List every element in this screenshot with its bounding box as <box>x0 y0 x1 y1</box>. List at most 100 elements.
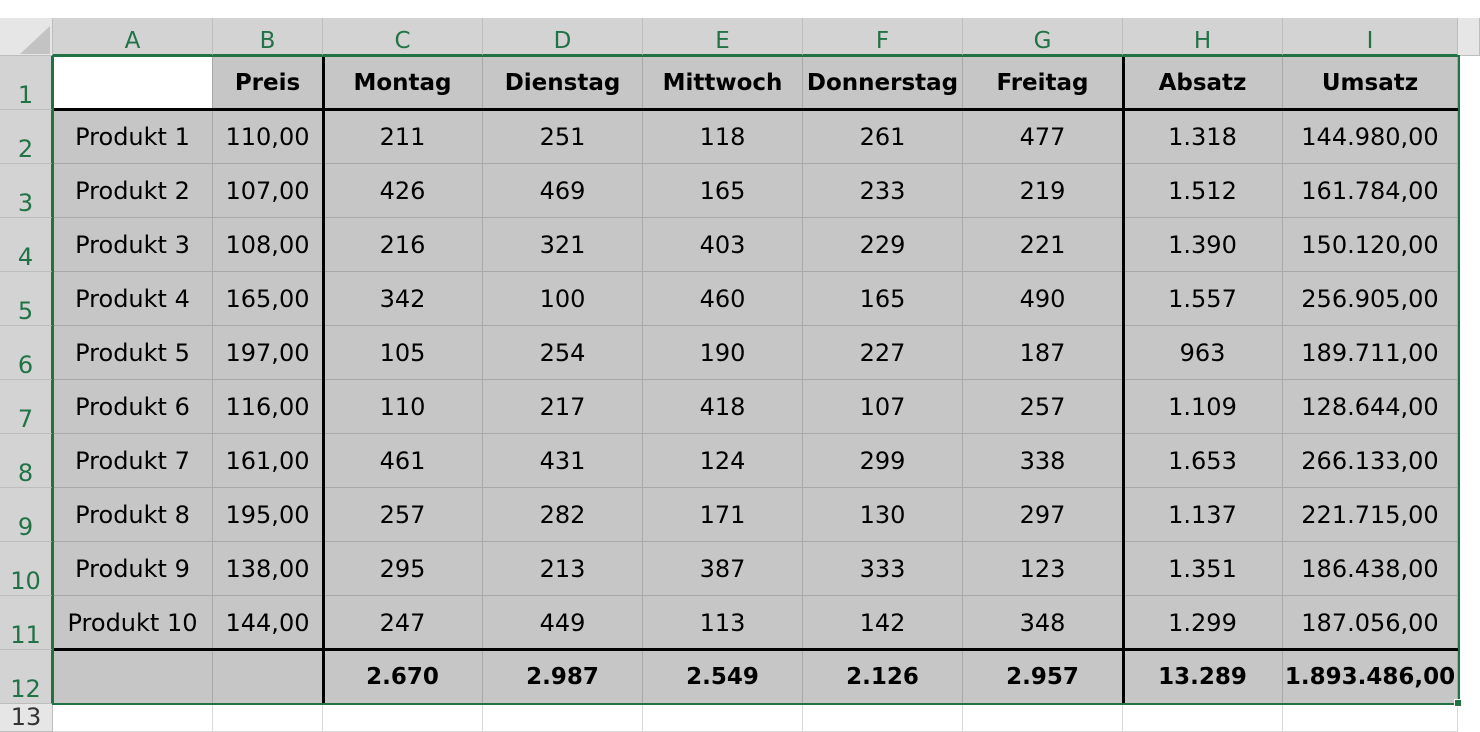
product-name-cell[interactable]: Produkt 7 <box>53 434 213 488</box>
data-cell[interactable]: 333 <box>803 542 963 596</box>
data-cell[interactable]: 165 <box>803 272 963 326</box>
data-cell[interactable]: 1.351 <box>1123 542 1283 596</box>
data-cell[interactable]: 221 <box>963 218 1123 272</box>
total-cell[interactable] <box>213 650 323 704</box>
data-cell[interactable]: 142 <box>803 596 963 650</box>
product-name-cell[interactable]: Produkt 1 <box>53 110 213 164</box>
data-cell[interactable]: 257 <box>963 380 1123 434</box>
data-cell[interactable]: 254 <box>483 326 643 380</box>
total-cell[interactable]: 2.670 <box>323 650 483 704</box>
row-header-10[interactable]: 10 <box>0 542 53 596</box>
data-cell[interactable]: 1.299 <box>1123 596 1283 650</box>
data-cell[interactable]: 257 <box>323 488 483 542</box>
data-cell[interactable]: 295 <box>323 542 483 596</box>
data-cell[interactable]: 144,00 <box>213 596 323 650</box>
data-cell[interactable]: 342 <box>323 272 483 326</box>
product-name-cell[interactable]: Produkt 3 <box>53 218 213 272</box>
row-header-11[interactable]: 11 <box>0 596 53 650</box>
header-cell[interactable]: Mittwoch <box>643 56 803 110</box>
header-cell[interactable]: Umsatz <box>1283 56 1458 110</box>
total-cell[interactable]: 2.549 <box>643 650 803 704</box>
empty-cell[interactable] <box>483 704 643 732</box>
data-cell[interactable]: 418 <box>643 380 803 434</box>
row-header-13[interactable]: 13 <box>0 703 53 732</box>
column-header-h[interactable]: H <box>1123 18 1283 56</box>
header-cell[interactable]: Freitag <box>963 56 1123 110</box>
column-header-f[interactable]: F <box>803 18 963 56</box>
data-cell[interactable]: 118 <box>643 110 803 164</box>
column-header-g[interactable]: G <box>963 18 1123 56</box>
data-cell[interactable]: 426 <box>323 164 483 218</box>
data-cell[interactable]: 247 <box>323 596 483 650</box>
header-cell[interactable]: Preis <box>213 56 323 110</box>
data-cell[interactable]: 110 <box>323 380 483 434</box>
data-cell[interactable]: 1.653 <box>1123 434 1283 488</box>
empty-cell[interactable] <box>213 704 323 732</box>
data-cell[interactable]: 211 <box>323 110 483 164</box>
data-cell[interactable]: 107 <box>803 380 963 434</box>
empty-cell[interactable] <box>1123 704 1283 732</box>
data-cell[interactable]: 186.438,00 <box>1283 542 1458 596</box>
empty-cell[interactable] <box>1283 704 1458 732</box>
data-cell[interactable]: 107,00 <box>213 164 323 218</box>
row-header-1[interactable]: 1 <box>0 56 53 110</box>
data-cell[interactable]: 1.557 <box>1123 272 1283 326</box>
data-cell[interactable]: 197,00 <box>213 326 323 380</box>
data-cell[interactable]: 165 <box>643 164 803 218</box>
data-cell[interactable]: 161,00 <box>213 434 323 488</box>
row-header-12[interactable]: 12 <box>0 650 53 704</box>
data-cell[interactable]: 1.137 <box>1123 488 1283 542</box>
total-cell[interactable]: 1.893.486,00 <box>1283 650 1458 704</box>
data-cell[interactable]: 138,00 <box>213 542 323 596</box>
data-cell[interactable]: 187 <box>963 326 1123 380</box>
data-cell[interactable]: 113 <box>643 596 803 650</box>
data-cell[interactable]: 229 <box>803 218 963 272</box>
data-cell[interactable]: 233 <box>803 164 963 218</box>
product-name-cell[interactable]: Produkt 10 <box>53 596 213 650</box>
data-cell[interactable]: 1.512 <box>1123 164 1283 218</box>
data-cell[interactable]: 123 <box>963 542 1123 596</box>
row-header-5[interactable]: 5 <box>0 272 53 326</box>
data-cell[interactable]: 1.109 <box>1123 380 1283 434</box>
product-name-cell[interactable]: Produkt 2 <box>53 164 213 218</box>
data-cell[interactable]: 190 <box>643 326 803 380</box>
row-header-3[interactable]: 3 <box>0 164 53 218</box>
fill-handle[interactable] <box>1454 699 1462 707</box>
column-header-b[interactable]: B <box>213 18 323 56</box>
data-cell[interactable]: 195,00 <box>213 488 323 542</box>
data-cell[interactable]: 461 <box>323 434 483 488</box>
data-cell[interactable]: 217 <box>483 380 643 434</box>
total-cell[interactable]: 13.289 <box>1123 650 1283 704</box>
data-cell[interactable]: 348 <box>963 596 1123 650</box>
data-cell[interactable]: 221.715,00 <box>1283 488 1458 542</box>
product-name-cell[interactable]: Produkt 9 <box>53 542 213 596</box>
row-header-9[interactable]: 9 <box>0 488 53 542</box>
data-cell[interactable]: 216 <box>323 218 483 272</box>
data-cell[interactable]: 449 <box>483 596 643 650</box>
empty-cell[interactable] <box>53 704 213 732</box>
data-cell[interactable]: 431 <box>483 434 643 488</box>
row-header-2[interactable]: 2 <box>0 110 53 164</box>
column-header-d[interactable]: D <box>483 18 643 56</box>
row-header-4[interactable]: 4 <box>0 218 53 272</box>
column-header-i[interactable]: I <box>1283 18 1458 56</box>
cell-a1[interactable] <box>53 56 213 110</box>
data-cell[interactable]: 387 <box>643 542 803 596</box>
row-header-7[interactable]: 7 <box>0 380 53 434</box>
header-cell[interactable]: Donnerstag <box>803 56 963 110</box>
data-cell[interactable]: 469 <box>483 164 643 218</box>
column-header-e[interactable]: E <box>643 18 803 56</box>
data-cell[interactable]: 266.133,00 <box>1283 434 1458 488</box>
row-header-6[interactable]: 6 <box>0 326 53 380</box>
data-cell[interactable]: 124 <box>643 434 803 488</box>
data-cell[interactable]: 213 <box>483 542 643 596</box>
data-cell[interactable]: 963 <box>1123 326 1283 380</box>
data-cell[interactable]: 321 <box>483 218 643 272</box>
header-cell[interactable]: Dienstag <box>483 56 643 110</box>
data-cell[interactable]: 105 <box>323 326 483 380</box>
data-cell[interactable]: 1.390 <box>1123 218 1283 272</box>
data-cell[interactable]: 219 <box>963 164 1123 218</box>
data-cell[interactable]: 161.784,00 <box>1283 164 1458 218</box>
data-cell[interactable]: 100 <box>483 272 643 326</box>
data-cell[interactable]: 256.905,00 <box>1283 272 1458 326</box>
